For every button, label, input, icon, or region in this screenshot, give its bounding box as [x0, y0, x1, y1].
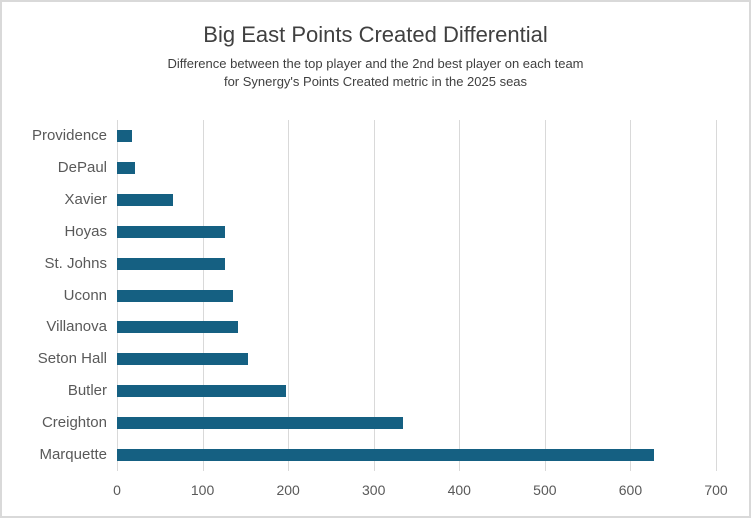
gridline [716, 120, 717, 471]
category-label: Xavier [64, 190, 107, 208]
category-label: Seton Hall [37, 350, 107, 368]
bar-marquette [117, 449, 654, 462]
bar-villanova [117, 321, 238, 334]
x-tick-label: 0 [113, 482, 121, 498]
category-axis: Providence DePaul Xavier Hoyas St. Johns Ucon… [2, 2, 107, 516]
category-label: Providence [31, 126, 107, 144]
chart-subtitle-line-1: Difference between the top player and th… [167, 56, 584, 71]
bar-uconn [117, 289, 233, 302]
bar-xavier [117, 193, 173, 206]
x-tick-label: 200 [276, 482, 300, 498]
category-label: Marquette [39, 446, 107, 464]
gridline [373, 120, 375, 471]
gridline [544, 120, 546, 471]
chart-title: Big East Points Created Differential [203, 22, 548, 47]
bar-providence [117, 129, 132, 142]
gridline [288, 120, 290, 471]
category-label: Villanova [46, 318, 107, 336]
x-tick-label: 600 [618, 482, 643, 498]
category-label: Butler [67, 382, 107, 400]
gridline [459, 120, 461, 471]
bar-depaul [117, 161, 135, 174]
chart-subtitle: Difference between the top player and th… [2, 55, 749, 91]
bar-st-johns [117, 257, 225, 270]
bar-creighton [117, 417, 403, 430]
category-label: Hoyas [64, 222, 107, 240]
category-label: DePaul [57, 158, 107, 176]
bar-butler [117, 385, 286, 398]
x-tick-label: 500 [533, 482, 557, 498]
gridline [630, 120, 632, 471]
plot-area [117, 120, 717, 471]
chart-subtitle-line-2: for Synergy's Points Created metric in t… [223, 74, 528, 89]
category-label: Uconn [63, 286, 107, 304]
category-label: Creighton [41, 414, 107, 432]
bar-seton-hall [117, 353, 248, 366]
category-label: St. Johns [44, 254, 107, 272]
x-tick-label: 100 [190, 482, 215, 498]
x-tick-label: 400 [447, 482, 471, 498]
bar-hoyas [117, 225, 225, 238]
x-tick-label: 300 [362, 482, 386, 498]
x-tick-label: 700 [704, 482, 728, 498]
